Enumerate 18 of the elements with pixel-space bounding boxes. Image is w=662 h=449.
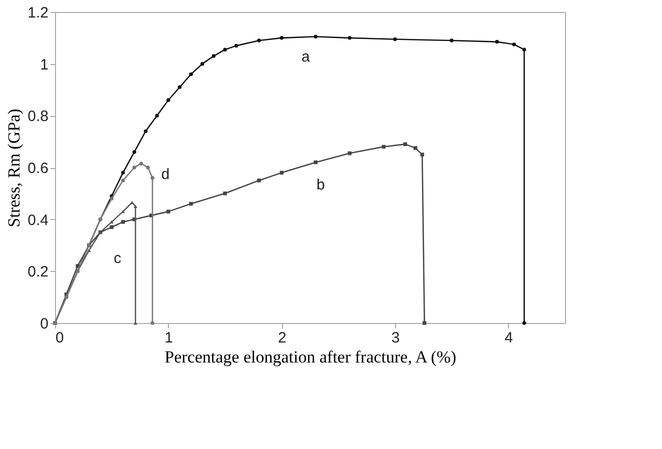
y-tick-label: 0.2 (28, 264, 48, 281)
y-tick-label: 1.2 (28, 4, 48, 22)
series-label: d (161, 166, 170, 183)
series-label: b (316, 176, 325, 194)
x-tick-label: 1 (164, 330, 174, 346)
series-label: c (114, 250, 122, 267)
y-tick-label: 0.8 (28, 108, 48, 126)
y-tick-label: 0.6 (28, 160, 48, 177)
y-tick-label: 0 (40, 316, 48, 332)
x-tick-label: 0 (56, 330, 64, 346)
y-axis-title: Stress, Rm (GPa) (4, 108, 24, 228)
y-tick-label: 0.4 (28, 212, 48, 229)
x-tick-label: 2 (278, 330, 286, 346)
series-label: a (301, 48, 310, 66)
x-tick-label: 4 (504, 330, 514, 346)
y-tick-label: 1 (40, 56, 48, 74)
x-tick-label: 3 (391, 330, 400, 346)
x-axis-title: Percentage elongation after fracture, A (%) (164, 348, 456, 366)
